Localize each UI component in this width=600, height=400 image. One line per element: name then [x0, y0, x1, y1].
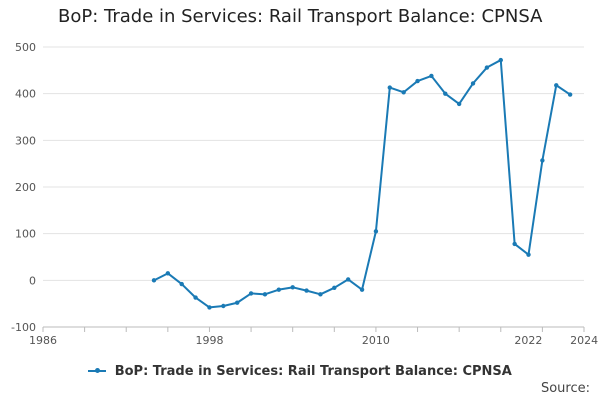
data-point — [373, 229, 379, 234]
series-line — [153, 59, 571, 309]
data-point — [401, 90, 406, 95]
data-point — [151, 278, 157, 283]
y-tick-label: 300 — [15, 134, 36, 147]
data-point — [179, 281, 184, 287]
data-point — [221, 303, 226, 309]
data-point — [262, 292, 268, 297]
data-point — [332, 285, 337, 290]
data-point — [415, 78, 420, 84]
y-tick-label: 500 — [15, 41, 36, 54]
data-point — [470, 81, 476, 86]
data-point — [498, 57, 503, 63]
source-label: Source: — [540, 381, 590, 396]
data-point — [345, 277, 351, 282]
y-tick-label: 400 — [15, 88, 36, 101]
data-point — [540, 158, 545, 163]
data-point — [456, 101, 462, 107]
y-tick-label: 100 — [15, 228, 36, 241]
x-tick-label: 1986 — [29, 334, 57, 347]
data-point — [387, 85, 392, 90]
data-point — [193, 295, 198, 300]
x-tick-label: 2024 — [570, 334, 598, 347]
data-point — [165, 271, 171, 276]
data-point — [290, 285, 295, 290]
data-point — [359, 287, 365, 292]
data-point — [512, 241, 517, 247]
data-point — [554, 83, 559, 88]
data-point — [248, 291, 254, 296]
x-tick-label: 1998 — [195, 334, 223, 347]
series-layer — [151, 57, 573, 310]
y-tick-label: 200 — [15, 181, 36, 194]
legend-label: BoP: Trade in Services: Rail Transport B… — [114, 364, 512, 379]
y-tick-label: 0 — [29, 274, 36, 287]
y-axis-ticks: -100 0 100 200 300 400 500 — [11, 41, 36, 334]
legend[interactable]: BoP: Trade in Services: Rail Transport B… — [0, 364, 600, 379]
data-point — [484, 65, 490, 70]
data-point — [304, 288, 309, 293]
data-point — [318, 292, 323, 297]
data-point — [207, 305, 212, 310]
x-tick-label: 2022 — [514, 334, 542, 347]
data-point — [276, 287, 282, 292]
legend-swatch — [88, 367, 107, 373]
data-point — [443, 91, 448, 96]
y-tick-label: -100 — [11, 321, 36, 334]
data-point — [526, 252, 531, 257]
x-axis: 1986 1998 2010 2022 2024 — [29, 326, 598, 347]
data-point — [235, 300, 240, 305]
chart-title: BoP: Trade in Services: Rail Transport B… — [58, 6, 543, 27]
gridlines — [43, 46, 584, 281]
x-tick-label: 2010 — [362, 334, 390, 347]
data-point — [429, 73, 434, 79]
data-point — [567, 92, 573, 97]
